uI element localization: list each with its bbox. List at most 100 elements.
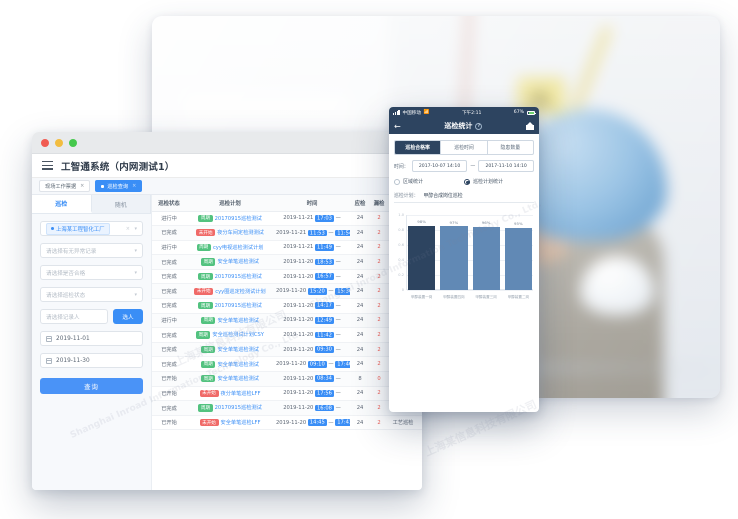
inspection-table-wrap[interactable]: 巡检状态 巡检计划 时间 应检 漏检 巡检类型 部门 进行中周期20170915… xyxy=(152,195,422,490)
recorder-input[interactable]: 请选择记录人 xyxy=(40,309,108,324)
plan-link[interactable]: 20170915巡检测试 xyxy=(214,215,262,222)
time-highlight: 17:03 xyxy=(315,214,334,222)
plan-link[interactable]: 安全单笔巡检测试 xyxy=(217,376,259,383)
cell-status: 进行中 xyxy=(152,313,186,329)
plan-link[interactable]: 20170915巡检测试 xyxy=(214,405,262,412)
cell-missed: 2 xyxy=(370,327,388,343)
plan-link[interactable]: cyy电视巡检测试计划 xyxy=(212,244,264,251)
phone-plan-row[interactable]: 巡检计划： 甲醇合成岗位巡检 xyxy=(394,192,534,204)
factory-select[interactable]: 上海某工程智化工厂 × ▾ xyxy=(40,221,143,236)
cell-plan: 周期 安全单笔巡检测试 xyxy=(186,313,274,329)
qualified-select[interactable]: 请选择是否合格 ▾ xyxy=(40,265,143,280)
tab-strip: 现场工作票据 × 巡检查询 × xyxy=(32,178,422,195)
chart-bar-column[interactable]: 97% xyxy=(440,215,468,291)
cell-missed: 2 xyxy=(370,415,388,431)
chart-bar-column[interactable]: 95% xyxy=(504,215,532,291)
cell-time: 2019-11-20 15:20 — 15:36 xyxy=(274,283,350,300)
cell-expected: 24 xyxy=(350,211,370,227)
close-icon[interactable] xyxy=(41,138,49,147)
chart-bar[interactable] xyxy=(504,227,532,291)
plan-link[interactable]: 夜分单笔巡检LFF xyxy=(220,390,261,397)
chevron-down-icon[interactable]: ▾ xyxy=(134,225,137,232)
time-highlight: 08:34 xyxy=(315,375,334,383)
date-start-field[interactable]: 2017-10-07 14:10 xyxy=(411,160,468,173)
desktop-window: 工智通系统（内网测试1） 现场工作票据 × 巡检查询 × 巡检 xyxy=(32,132,422,490)
segment-pass-rate[interactable]: 巡检合格率 xyxy=(395,141,442,154)
filter-tab-random[interactable]: 随机 xyxy=(91,195,151,213)
arrow-left-icon[interactable]: ← xyxy=(394,121,401,131)
plan-link[interactable]: 20170915巡检测试 xyxy=(214,274,262,281)
plan-link[interactable]: 安全单笔巡检测试 xyxy=(217,361,259,368)
plan-link[interactable]: 安全单笔巡检测试 xyxy=(217,347,259,354)
tab-worksheet[interactable]: 现场工作票据 × xyxy=(39,180,91,192)
radio-area-stat[interactable]: 区域统计 xyxy=(394,178,464,185)
cell-missed: 2 xyxy=(370,269,388,285)
y-tick-label: 0.8 xyxy=(398,228,404,233)
plan-link[interactable]: cyy圈巡定检测试计划 xyxy=(215,288,266,295)
plan-link[interactable]: 安全单笔巡检LFF xyxy=(220,420,261,427)
segment-inspection-time[interactable]: 巡检时间 xyxy=(441,141,488,154)
abnormal-record-select[interactable]: 请选择有无异常记录 ▾ xyxy=(40,243,143,258)
inspection-status-placeholder: 请选择巡检状态 xyxy=(46,292,86,299)
hamburger-icon[interactable] xyxy=(42,161,53,170)
date-start-input[interactable]: 2019-11-01 xyxy=(40,331,143,346)
clear-icon[interactable]: × xyxy=(125,225,130,232)
plan-link[interactable]: 20170915巡检测试 xyxy=(214,303,262,310)
home-icon[interactable] xyxy=(526,122,534,130)
plan-link[interactable]: 夜分车间定检测测试 xyxy=(217,230,264,237)
segment-hazard-count[interactable]: 隐患数量 xyxy=(488,141,533,154)
status-badge: 未开始 xyxy=(199,419,219,427)
window-titlebar[interactable] xyxy=(32,132,422,154)
maximize-icon[interactable] xyxy=(69,138,77,147)
plan-link[interactable]: 安全单笔巡检测试 xyxy=(217,259,259,266)
cell-expected: 24 xyxy=(350,313,370,329)
question-mark-icon[interactable]: ? xyxy=(475,122,483,130)
tab-inspection-query[interactable]: 巡检查询 × xyxy=(95,180,143,192)
chart-bar-column[interactable]: 96% xyxy=(472,215,500,291)
date-range-label: 时间： xyxy=(394,163,409,170)
choose-person-button[interactable]: 选人 xyxy=(113,309,143,324)
chart-bar-column[interactable]: 98% xyxy=(408,215,436,291)
table-row[interactable]: 已完成 未开始 cyy圈巡定检测试计划 2019-11-20 15:20 — 15:3… xyxy=(152,283,422,300)
chart-bar[interactable] xyxy=(408,225,436,291)
y-tick-label: 0.6 xyxy=(398,243,404,248)
radio-plan-stat[interactable]: 巡检计划统计 xyxy=(464,178,534,185)
chart-bar[interactable] xyxy=(472,226,500,291)
time-highlight-end: 17:41 xyxy=(335,419,350,426)
inspection-status-select[interactable]: 请选择巡检状态 ▾ xyxy=(40,287,143,302)
close-icon[interactable]: × xyxy=(132,183,137,189)
factory-tag[interactable]: 上海某工程智化工厂 xyxy=(46,222,110,235)
chevron-down-icon[interactable]: ▾ xyxy=(134,291,137,298)
date-end-field[interactable]: 2017-11-10 14:10 xyxy=(478,160,535,173)
cell-time: 2019-11-20 09:30 — xyxy=(274,342,350,358)
abnormal-record-placeholder: 请选择有无异常记录 xyxy=(46,248,97,255)
cell-status: 进行中 xyxy=(152,240,186,256)
plan-link[interactable]: 安全单笔巡检测试 xyxy=(217,317,259,324)
close-icon[interactable]: × xyxy=(80,183,85,189)
chart-bar[interactable] xyxy=(440,226,468,291)
date-end-input[interactable]: 2019-11-30 xyxy=(40,353,143,368)
status-badge: 未开始 xyxy=(196,229,216,237)
search-button[interactable]: 查询 xyxy=(40,378,143,394)
chevron-down-icon[interactable]: ▾ xyxy=(134,269,137,276)
chevron-down-icon[interactable]: ▾ xyxy=(134,247,137,254)
filter-tab-inspection[interactable]: 巡检 xyxy=(32,195,92,213)
time-highlight: 17:56 xyxy=(315,390,334,397)
minimize-icon[interactable] xyxy=(55,138,63,147)
time-highlight: 11:49 xyxy=(315,244,334,251)
plan-link[interactable]: 安全巡检测试计划CSY xyxy=(212,332,264,339)
